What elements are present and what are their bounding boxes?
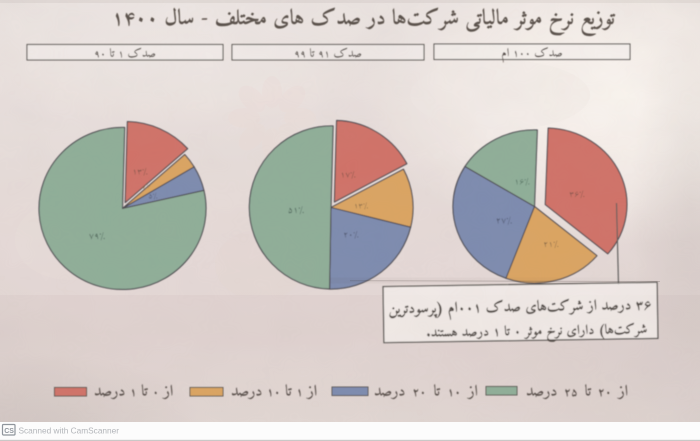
svg-text:Scanned with CamScanner: Scanned with CamScanner bbox=[19, 426, 120, 436]
svg-text:CS: CS bbox=[4, 428, 14, 435]
